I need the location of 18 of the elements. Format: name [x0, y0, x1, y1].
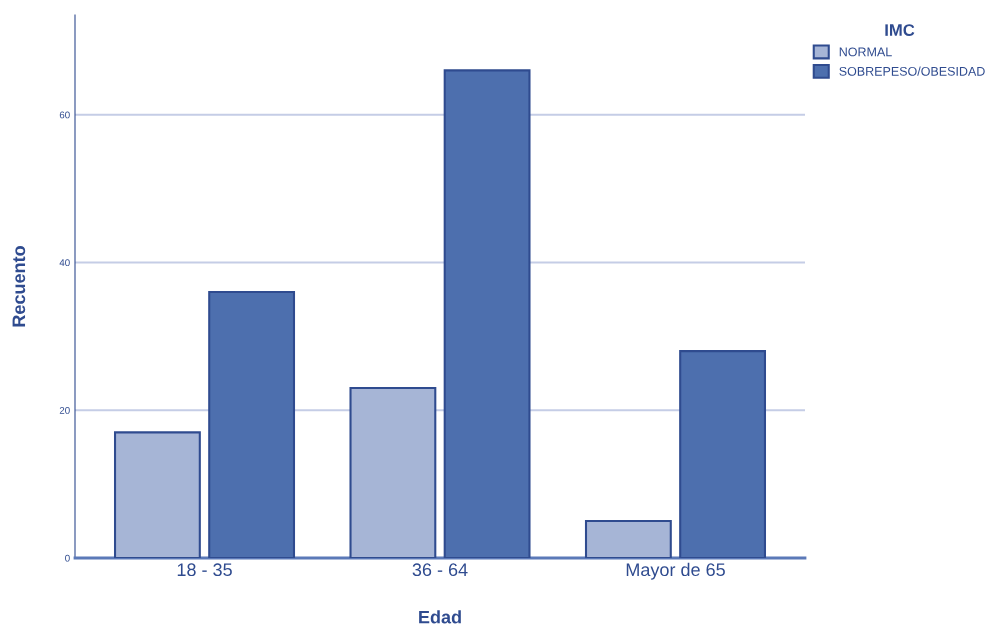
- legend-label: NORMAL: [839, 47, 892, 57]
- x-tick-label: 18 - 35: [177, 563, 232, 577]
- x-tick-label: 36 - 64: [412, 563, 468, 577]
- x-tick-label: Mayor de 65: [626, 562, 725, 580]
- bar: [208, 291, 296, 558]
- legend-label: SOBREPESO/OBESIDAD: [839, 66, 985, 76]
- bar: [584, 520, 672, 558]
- x-axis-title: Edad: [419, 610, 461, 624]
- y-tick-label: 0: [65, 554, 70, 562]
- bar: [443, 69, 531, 558]
- bar: [349, 387, 437, 558]
- legend-title: IMC: [885, 24, 915, 36]
- y-tick-label: 20: [59, 406, 70, 414]
- y-axis-title: Recuento: [12, 246, 26, 327]
- y-tick-label: 40: [59, 259, 70, 267]
- bar: [113, 431, 201, 558]
- y-tick-label: 60: [59, 111, 70, 119]
- bar: [679, 350, 767, 558]
